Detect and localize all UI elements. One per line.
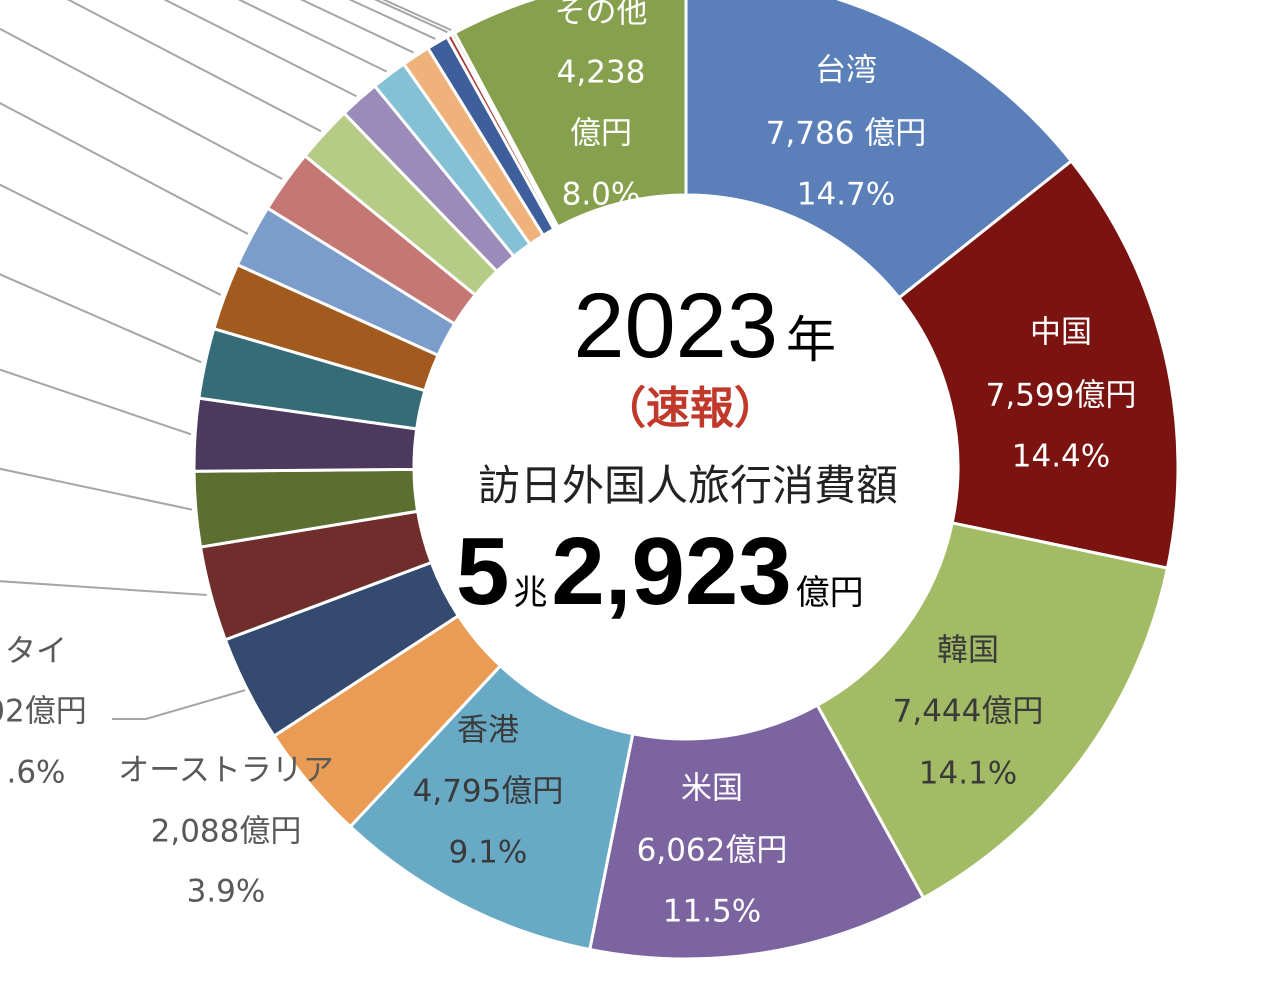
slice-label-2-0: 韓国 xyxy=(937,633,999,669)
slice-label-1-0: 中国 xyxy=(1030,315,1092,351)
slice-21 xyxy=(452,0,688,229)
slice-label-3-1: 6,062億円 xyxy=(637,833,788,869)
leader-line-7 xyxy=(0,580,207,597)
total-major-unit: 兆 xyxy=(513,573,547,613)
slice-label-3-0: 米国 xyxy=(681,771,743,807)
slice-label-21-0: その他 xyxy=(555,0,648,31)
leader-line-13 xyxy=(0,27,283,180)
slice-1 xyxy=(896,158,1180,570)
leader-line-6 xyxy=(112,689,246,720)
leader-line-10 xyxy=(0,273,202,364)
total-minor-unit: 億円 xyxy=(796,573,864,613)
slice-label-0-2: 14.7% xyxy=(797,177,895,213)
slice-outside-label-5-2: 3.9% xyxy=(187,874,266,910)
slice-label-21-3: 8.0% xyxy=(562,177,641,213)
slice-2 xyxy=(815,521,1170,900)
center-total: 5 兆2,923 億円 xyxy=(456,518,864,625)
leader-line-12 xyxy=(0,101,249,235)
slice-labels: 台湾 7,786 億円 14.7% 中国 7,599億円 14.4% 韓国 7,444億円 14… xyxy=(0,0,1137,930)
slice-outside-label-5-0: オーストラリア xyxy=(118,753,333,789)
leader-lines xyxy=(0,0,452,720)
slice-label-4-0: 香港 xyxy=(457,713,519,749)
leader-line-11 xyxy=(0,183,222,296)
slice-label-4-2: 9.1% xyxy=(449,835,528,871)
leader-line-8 xyxy=(0,467,193,511)
slice-label-3-2: 11.5% xyxy=(663,894,761,930)
slice-label-2-1: 7,444億円 xyxy=(893,694,1044,730)
slice-0 xyxy=(684,0,1074,300)
slice-label-21-2: 億円 xyxy=(570,116,632,152)
slice-outside-label-6-2: .6% xyxy=(6,755,65,791)
leader-line-15 xyxy=(163,0,357,98)
slice-outside-label-6-1: 02億円 xyxy=(0,694,87,730)
slice-label-1-1: 7,599億円 xyxy=(986,378,1137,414)
total-major: 5 xyxy=(456,518,509,625)
leader-line-19 xyxy=(374,0,448,34)
center-subtitle: （速報） xyxy=(602,383,778,434)
center-year: 2023 xyxy=(573,275,778,377)
donut-slices xyxy=(192,0,1180,961)
leader-line-18 xyxy=(348,0,436,40)
center-caption: 訪日外国人旅行消費額 xyxy=(478,461,898,510)
leader-line-14 xyxy=(66,0,322,133)
slice-label-4-1: 4,795億円 xyxy=(413,774,564,810)
slice-label-2-2: 14.1% xyxy=(919,756,1017,792)
donut-center: 2023 年 （速報） 訪日外国人旅行消費額 5 兆2,923 億円 xyxy=(456,275,898,625)
total-minor: 2,923 xyxy=(551,518,791,625)
slice-outside-label-5-1: 2,088億円 xyxy=(151,814,302,850)
slice-label-21-1: 4,238 xyxy=(557,55,646,91)
slice-label-0-1: 7,786 億円 xyxy=(766,116,927,152)
slice-outside-label-6-0: タイ xyxy=(5,634,67,670)
slice-3 xyxy=(587,703,926,961)
slice-label-0-0: 台湾 xyxy=(815,53,877,89)
center-year-unit: 年 xyxy=(786,311,836,369)
leader-line-9 xyxy=(0,368,192,436)
slice-label-1-2: 14.4% xyxy=(1012,439,1110,475)
leader-line-16 xyxy=(237,0,388,73)
leader-line-17 xyxy=(300,0,414,54)
